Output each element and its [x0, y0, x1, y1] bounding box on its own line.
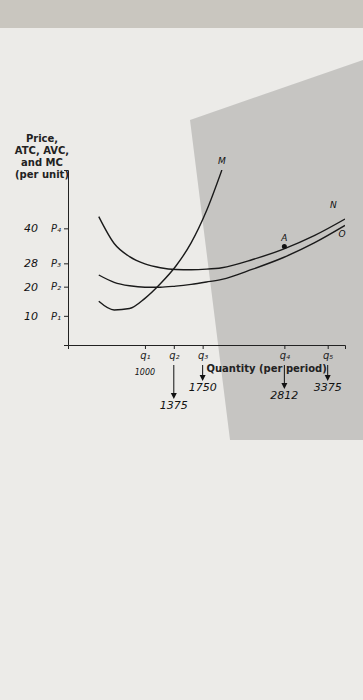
y-tick: P₄ — [51, 223, 68, 234]
x-tick: q₁ — [140, 345, 150, 361]
point-marker — [282, 244, 287, 249]
plot-area — [99, 170, 345, 310]
x-tick-mark — [284, 345, 285, 349]
x-tick-label: q₁ — [140, 350, 150, 361]
x-tick-mark — [174, 345, 175, 349]
handwritten-value: 40 — [24, 222, 38, 235]
handwritten-value: 1375 — [160, 399, 188, 412]
y-axis: P₁ P₂ P₃ P₄ — [51, 171, 69, 346]
x-axis-line — [69, 346, 346, 350]
y-axis-line — [64, 171, 69, 346]
y-tick: P₃ — [51, 258, 68, 269]
cost-curve — [99, 170, 222, 310]
handwritten-value: 1750 — [189, 381, 217, 394]
paper-edge — [0, 0, 363, 28]
x-tick-label: q₃ — [198, 350, 208, 361]
paper — [0, 0, 363, 700]
y-tick-mark — [64, 263, 68, 264]
x-tick-label: q₂ — [169, 350, 179, 361]
chart: P₁ P₂ P₃ P₄ 10 20 28 40 q₁ q₂ q₃ q₄ q₅ 1000 13751750 28… — [0, 0, 363, 700]
y-tick: P₂ — [51, 281, 68, 292]
point-label: N — [330, 200, 337, 210]
handwritten-value: 3375 — [314, 381, 342, 394]
y-axis-title-line: ATC, AVC, — [15, 145, 69, 156]
y-tick-label: P₃ — [51, 258, 61, 269]
x-tick: q₂ — [169, 345, 179, 361]
y-axis-title-line: (per unit) — [15, 169, 69, 180]
y-axis-title-line: and MC — [21, 157, 63, 168]
y-tick-label: P₁ — [51, 311, 61, 322]
handwritten-value: 2812 — [270, 389, 298, 402]
y-tick-label: P₂ — [51, 281, 61, 292]
y-tick-label: P₄ — [51, 223, 61, 234]
x-tick-label: q₅ — [323, 350, 333, 361]
annotations: M A N O — [218, 156, 345, 249]
y-tick-mark — [64, 316, 68, 317]
x-tick: q₅ — [323, 345, 333, 361]
y-tick: P₁ — [51, 311, 68, 322]
cost-curve — [99, 217, 345, 270]
y-tick-values: 10 20 28 40 — [24, 222, 38, 323]
x-tick-label: q₄ — [280, 350, 290, 361]
point-label: A — [280, 233, 287, 243]
x-tick: q₃ — [198, 345, 208, 361]
x-tick-mark — [145, 345, 146, 349]
x-tick-mark — [328, 345, 329, 349]
point-label: M — [218, 156, 226, 166]
arrow — [173, 365, 174, 397]
handwritten-value: 10 — [24, 310, 38, 323]
cost-curve — [99, 225, 345, 287]
y-tick-mark — [64, 228, 68, 229]
x-axis-title: Quantity (per period) — [207, 363, 327, 374]
handwritten-value: 20 — [24, 281, 38, 294]
point-label: O — [338, 229, 345, 239]
handwritten-value: 28 — [24, 257, 38, 270]
x-axis: q₁ q₂ q₃ q₄ q₅ — [69, 345, 346, 361]
x-tick: q₄ — [280, 345, 290, 361]
x-tick-mark — [203, 345, 204, 349]
y-tick-mark — [64, 287, 68, 288]
handwritten-value: 1000 — [135, 368, 155, 377]
y-axis-title: Price,ATC, AVC,and MC(per unit) — [15, 133, 69, 180]
y-axis-title-line: Price, — [26, 133, 58, 144]
